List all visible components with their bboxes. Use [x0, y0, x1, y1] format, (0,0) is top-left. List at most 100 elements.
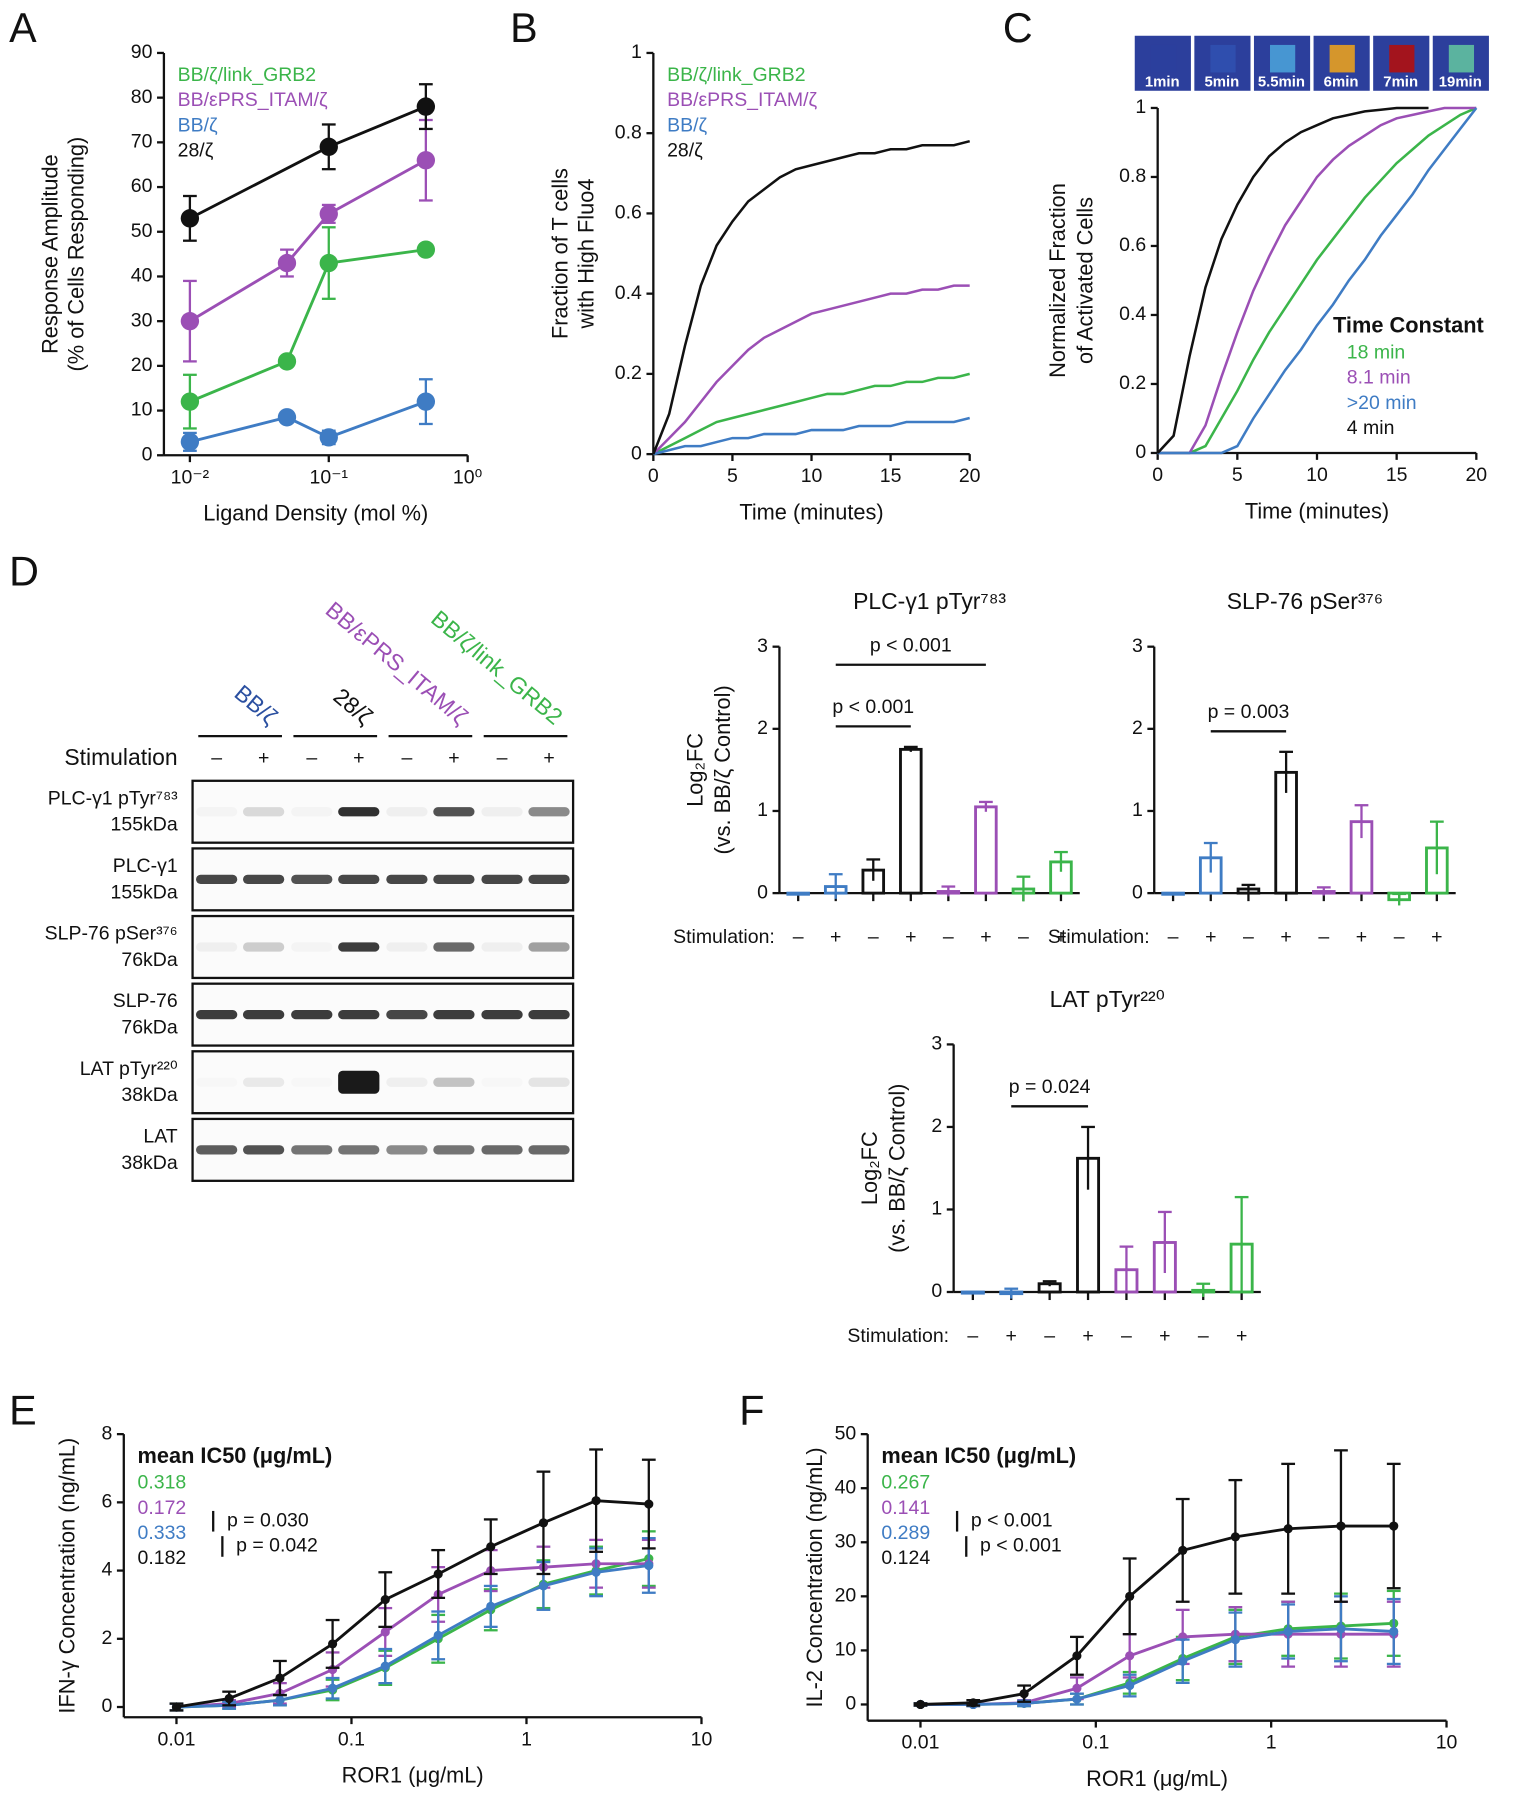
x-tick-label: + [1236, 1325, 1247, 1347]
marker [275, 1673, 285, 1683]
band [386, 1077, 428, 1087]
marker [277, 408, 297, 427]
y-tick-label: 30 [835, 1530, 857, 1552]
row-label: SLP-76 pSer³⁷⁶ [45, 923, 178, 945]
marker [1125, 1680, 1135, 1691]
marker [591, 1496, 601, 1506]
y-axis-label: Fraction of T cells [547, 168, 572, 339]
marker [915, 1699, 926, 1710]
band [528, 1145, 570, 1155]
panel-label: D [9, 548, 39, 594]
x-tick-label: + [1280, 926, 1291, 948]
band [196, 1078, 237, 1087]
y-tick-label: 3 [757, 635, 768, 657]
band [338, 1010, 380, 1020]
band [196, 1010, 238, 1020]
series-line [176, 1564, 649, 1709]
y-tick-label: 3 [931, 1033, 942, 1055]
legend-entry: 0.267 [881, 1472, 930, 1494]
legend-entry: 8.1 min [1347, 367, 1411, 389]
band [338, 1145, 380, 1155]
band [528, 942, 570, 952]
y-tick-label: 2 [931, 1115, 942, 1137]
row-size: 38kDa [121, 1152, 177, 1174]
x-axis-label: Time (minutes) [739, 499, 883, 524]
thumbnail [1134, 35, 1191, 91]
series-line [1157, 107, 1478, 455]
band [481, 942, 523, 952]
marker [319, 253, 338, 273]
band [242, 942, 285, 952]
y-axis-label: (% of Cells Responding) [64, 137, 89, 372]
thumbnail-label: 1min [1145, 75, 1180, 91]
p-value: p = 0.030 [227, 1509, 309, 1531]
y-tick-label: 0.6 [1119, 234, 1146, 256]
marker [380, 1627, 390, 1637]
y-axis-label: IL-2 Concentration (ng/mL) [802, 1447, 827, 1707]
band [433, 1145, 475, 1155]
series-line [176, 1557, 650, 1709]
band [242, 1077, 285, 1087]
marker [416, 151, 436, 170]
y-axis-label: Log₂FC [683, 733, 708, 807]
blot-strip [191, 1050, 575, 1115]
x-tick-label: + [1356, 926, 1367, 948]
marker [433, 1630, 443, 1640]
legend-entry: 28/ζ [178, 140, 214, 162]
marker [380, 1661, 390, 1671]
y-tick-label: 20 [835, 1584, 857, 1606]
x-tick-label: – [868, 926, 879, 948]
marker [1072, 1694, 1082, 1704]
x-tick-label: 15 [1386, 464, 1408, 486]
marker [180, 209, 200, 228]
y-axis-label: Normalized Fraction [1045, 183, 1070, 378]
band [481, 1078, 522, 1087]
x-tick-label: 0 [648, 465, 659, 487]
p-value: p = 0.024 [1009, 1076, 1091, 1098]
thumbnail-label: 5min [1204, 75, 1239, 91]
legend-title: mean IC50 (μg/mL) [881, 1443, 1076, 1468]
row-size: 38kDa [121, 1084, 177, 1106]
band [291, 1145, 333, 1155]
stimulation-sign: + [543, 747, 554, 769]
y-tick-label: 1 [931, 1198, 942, 1220]
marker [1072, 1651, 1082, 1661]
marker [180, 392, 200, 411]
x-tick-label: – [1168, 926, 1179, 948]
legend-entry: 0.333 [138, 1522, 187, 1544]
y-tick-label: 0.4 [1119, 303, 1146, 325]
marker [1019, 1689, 1029, 1699]
x-tick-label: + [830, 926, 841, 948]
band [433, 942, 475, 952]
y-tick-label: 1 [1132, 799, 1143, 821]
lane-header: BB/ζ [230, 680, 283, 730]
x-axis-label: Ligand Density (mol %) [203, 501, 428, 526]
x-tick-label: + [1431, 926, 1442, 948]
y-tick-label: 0.4 [615, 282, 642, 304]
marker [380, 1594, 390, 1605]
marker [1178, 1545, 1188, 1555]
marker [1125, 1651, 1135, 1661]
x-tick-label: + [1159, 1325, 1170, 1347]
band [481, 807, 523, 817]
series-line [652, 139, 971, 455]
thumbnail-spot [1329, 44, 1355, 73]
band [242, 807, 285, 817]
marker [319, 204, 338, 224]
marker [1283, 1524, 1293, 1534]
marker [171, 1702, 182, 1712]
y-tick-label: 40 [131, 265, 153, 287]
panel-label: A [9, 5, 37, 51]
legend-entry: 18 min [1347, 341, 1405, 363]
band [386, 807, 428, 817]
marker [1389, 1626, 1399, 1637]
stimulation-sign: + [448, 747, 459, 769]
stimulation-label: Stimulation [64, 744, 177, 770]
y-tick-label: 70 [131, 130, 153, 152]
y-axis-label: (vs. BB/ζ Control) [710, 685, 735, 854]
band [433, 1010, 475, 1020]
band [528, 807, 570, 817]
y-tick-label: 50 [131, 220, 153, 242]
panel-label: F [739, 1387, 764, 1433]
marker [328, 1639, 338, 1649]
